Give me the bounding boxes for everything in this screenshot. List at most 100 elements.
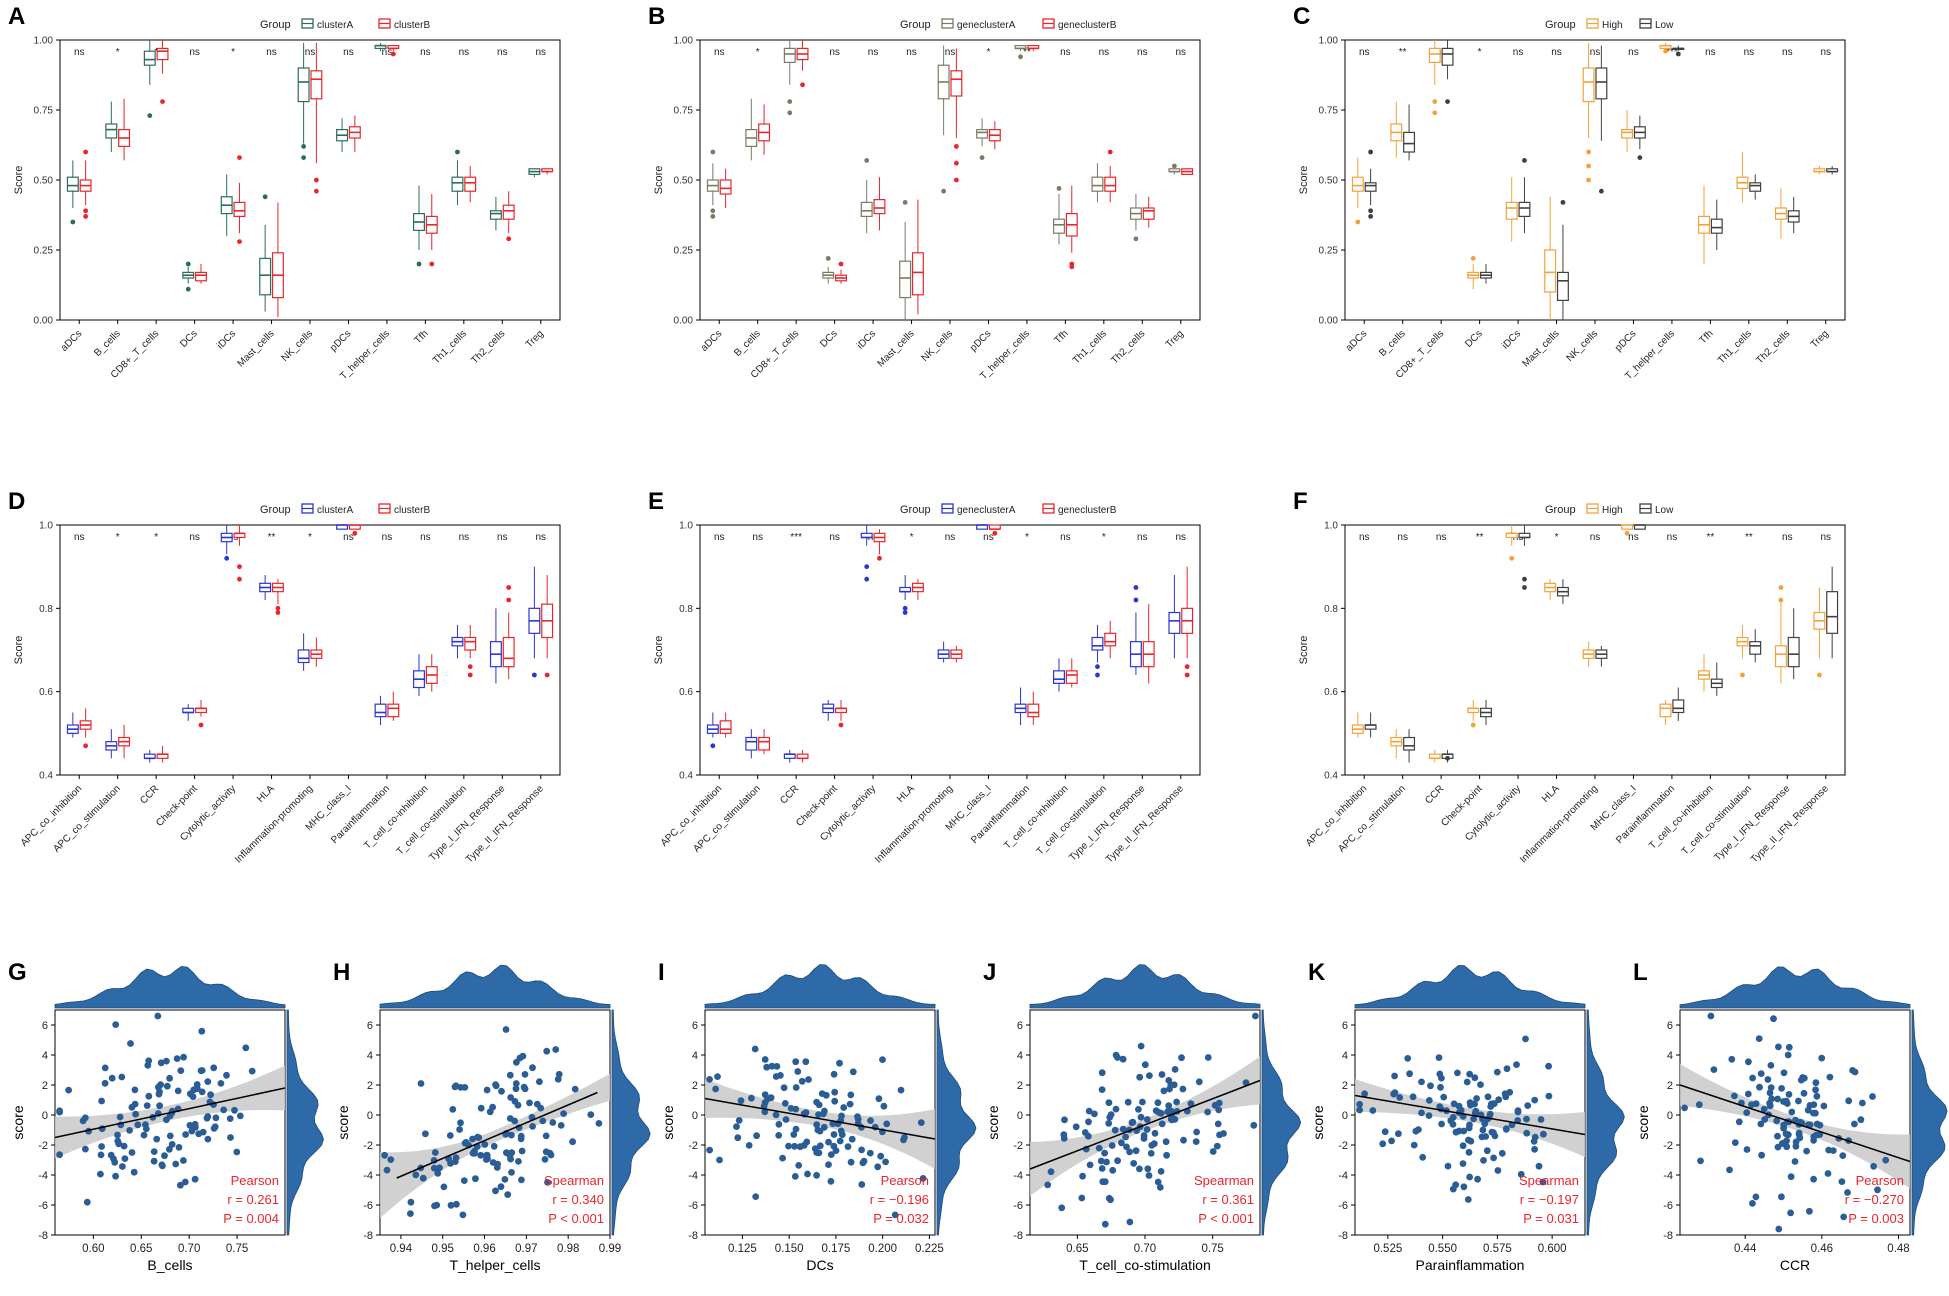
box-iqr <box>156 47 169 61</box>
box-low <box>1518 158 1531 234</box>
panel-letter: E <box>648 488 664 515</box>
box-iqr <box>1505 201 1518 220</box>
scatter-point <box>837 1127 845 1135</box>
y-axis-label: score <box>1635 1105 1651 1139</box>
box-geneclustera <box>1129 194 1142 242</box>
scatter-point <box>1840 1213 1848 1221</box>
significance-label: ns <box>1820 47 1831 58</box>
scatter-point <box>157 1081 165 1089</box>
outlier-point <box>275 605 281 611</box>
scatter-point <box>447 1160 454 1167</box>
legend-label-clusterb: clusterB <box>394 505 430 516</box>
significance-label: * <box>910 532 914 543</box>
scatter-point <box>1101 1220 1109 1228</box>
box-high <box>1621 524 1634 536</box>
box-clusterb <box>387 691 400 721</box>
scatter-point <box>1215 1106 1223 1114</box>
scatter-point <box>1412 1127 1420 1135</box>
y-tick-label: 0.4 <box>1324 771 1338 782</box>
box-iqr <box>1104 176 1117 192</box>
y-tick-label: 1.0 <box>1324 521 1338 532</box>
x-tick-label: T_cell_co-inhibition <box>362 783 430 851</box>
scatter-point <box>112 1172 119 1180</box>
box-iqr <box>1749 641 1762 655</box>
significance-label: ns <box>906 47 917 58</box>
scatter-point <box>549 1119 557 1126</box>
scatter-point <box>132 1110 140 1118</box>
scatter-point <box>498 1087 505 1095</box>
scatter-point <box>1126 1148 1133 1156</box>
box-clustera <box>105 729 118 759</box>
scatter-point <box>512 1080 520 1087</box>
scatter-point <box>735 1117 743 1124</box>
scatter-point <box>1250 1121 1258 1129</box>
scatter-point <box>461 1084 469 1091</box>
box-iqr <box>1518 201 1531 217</box>
outlier-point <box>1522 585 1527 590</box>
scatter-point <box>1464 1196 1472 1203</box>
scatter-point <box>227 1134 234 1141</box>
scatter-point <box>1774 1095 1781 1103</box>
outlier-point <box>531 672 537 678</box>
scatter-point <box>114 1137 122 1145</box>
y-tick-label: 1.00 <box>34 36 54 47</box>
box-geneclusterb <box>950 48 963 183</box>
scatter-point <box>521 1071 529 1078</box>
significance-label: ns <box>1782 47 1793 58</box>
significance-label: ns <box>1590 532 1601 543</box>
scatter-point <box>1531 1133 1539 1141</box>
scatter-point <box>791 1142 798 1150</box>
panel-letter: F <box>1293 488 1308 515</box>
y-tick-label: 0 <box>1017 1110 1023 1122</box>
box-geneclustera <box>1091 163 1104 203</box>
box-geneclustera <box>1129 585 1142 675</box>
plot-frame <box>1344 524 1846 776</box>
significance-label: ns <box>1820 532 1831 543</box>
outlier-point <box>429 261 435 267</box>
scatter-point <box>1112 1105 1120 1113</box>
significance-label: ns <box>1705 47 1716 58</box>
box-geneclusterb <box>1104 620 1117 659</box>
scatter-point <box>830 1131 838 1138</box>
scatter-point <box>156 1088 163 1096</box>
scatter-point <box>787 1105 795 1112</box>
box-geneclusterb <box>1027 44 1040 52</box>
x-tick-label: APC_co_stimulation <box>691 783 762 854</box>
scatter-point <box>814 1126 822 1134</box>
box-clusterb <box>79 149 92 219</box>
scatter-point <box>1209 1148 1217 1155</box>
x-tick-label: Treg <box>524 328 546 350</box>
scatter-point <box>595 1120 603 1127</box>
scatter-point <box>489 1103 496 1111</box>
y-tick-label: 0.8 <box>39 604 53 615</box>
y-tick-label: -2 <box>688 1140 698 1152</box>
box-iqr <box>1544 249 1557 293</box>
scatter-point <box>508 1169 515 1176</box>
scatter-point <box>126 1127 133 1134</box>
scatter-point <box>174 1087 182 1095</box>
scatter-point <box>1812 1109 1819 1117</box>
y-marginal-density <box>1261 1009 1302 1236</box>
x-tick-label: 0.200 <box>868 1243 897 1255</box>
scatter-point <box>820 1123 828 1131</box>
box-clustera <box>143 40 156 118</box>
scatter-point <box>236 1112 244 1120</box>
box-clustera <box>489 196 502 231</box>
scatter-point <box>127 1040 134 1047</box>
scatter-point <box>483 1086 491 1094</box>
significance-label: ns <box>459 532 470 543</box>
outlier-point <box>301 155 307 161</box>
x-tick-label: 0.525 <box>1373 1243 1402 1255</box>
scatter-points <box>56 1012 256 1206</box>
scatter-point <box>497 1183 505 1191</box>
scatter-point <box>116 1113 124 1121</box>
scatter-point <box>430 1164 438 1172</box>
outlier-point <box>506 585 512 590</box>
scatter-point <box>1882 1156 1890 1164</box>
stat-p-value: P < 0.001 <box>1198 1211 1254 1226</box>
scatter-point <box>825 1138 832 1146</box>
box-low <box>1633 115 1646 161</box>
box-clustera <box>374 42 387 52</box>
significance-label: ns <box>714 532 725 543</box>
y-tick-label: 6 <box>367 1020 373 1032</box>
